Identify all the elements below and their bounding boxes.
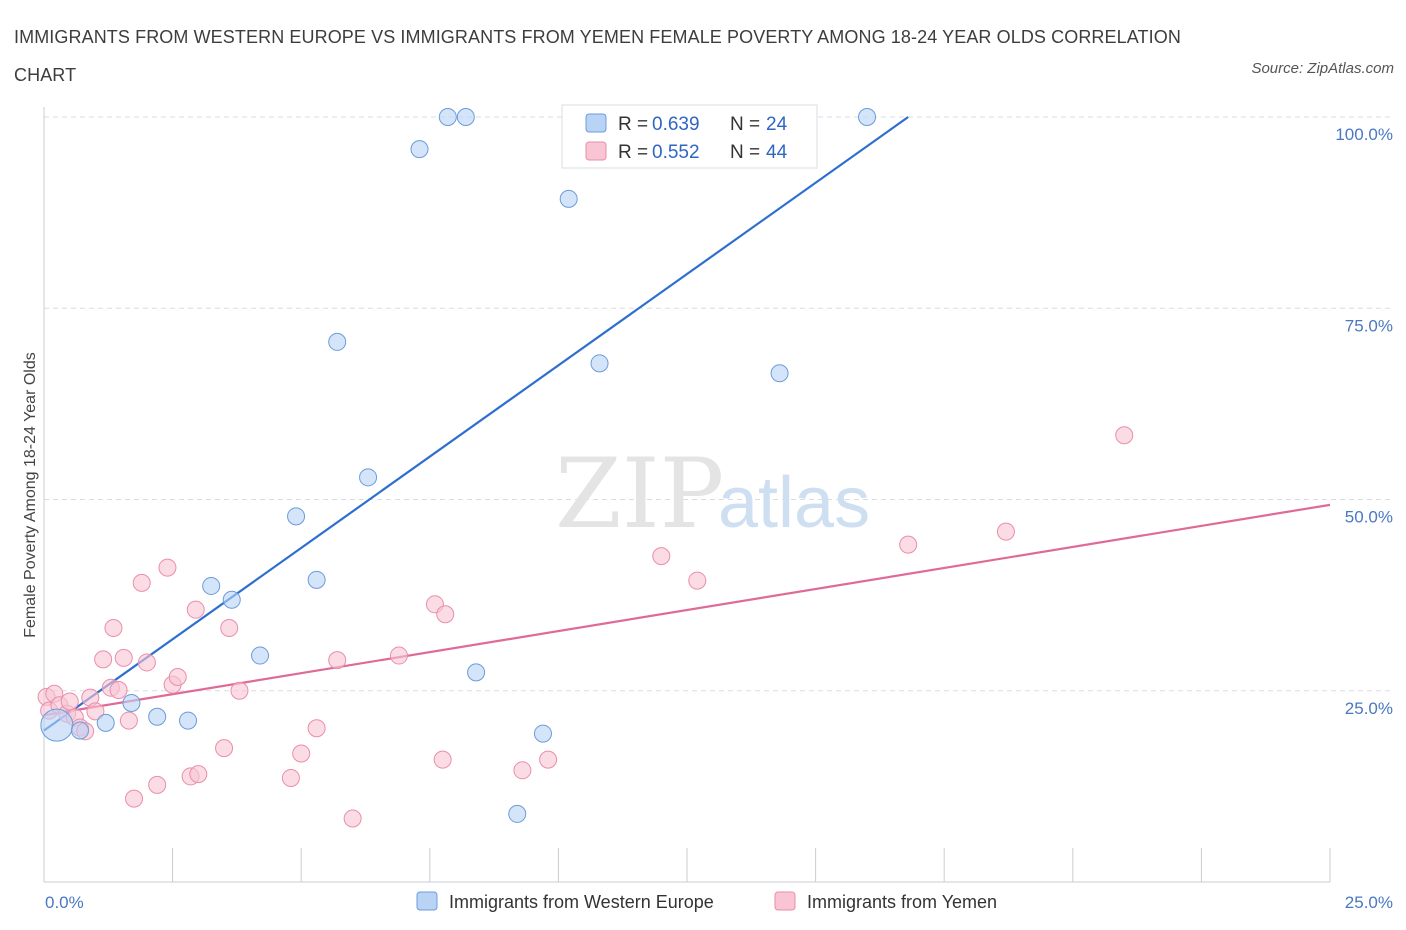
data-point-yemen[interactable] [168,667,187,686]
data-point-yemen[interactable] [343,809,362,828]
yemen-points [37,426,1134,828]
bottom-legend-label-pink: Immigrants from Yemen [807,892,997,912]
data-point-yemen[interactable] [148,775,167,794]
data-point-yemen[interactable] [132,573,151,592]
data-point-western-europe[interactable] [122,693,141,712]
bottom-legend: Immigrants from Western Europe Immigrant… [416,891,997,912]
data-point-yemen[interactable] [688,571,707,590]
y-tick-label: 75.0% [1345,316,1393,335]
y-tick-label: 25.0% [1345,699,1393,718]
watermark-atlas: atlas [718,463,870,543]
data-point-yemen[interactable] [104,619,123,638]
legend-r-label-blue: R = [618,114,648,135]
data-point-western-europe[interactable] [508,804,527,823]
legend-n-value-pink: 44 [766,142,788,163]
bottom-legend-swatch-blue [416,891,438,911]
data-point-yemen[interactable] [94,650,113,669]
data-point-yemen[interactable] [186,600,205,619]
data-point-yemen[interactable] [215,739,234,758]
watermark-zip: ZIP [555,438,724,550]
y-tick-label: 50.0% [1345,508,1393,527]
data-point-western-europe[interactable] [559,189,578,208]
trend-line-yemen [43,503,1331,717]
data-point-yemen[interactable] [119,711,138,730]
y-tick-label: 100.0% [1335,125,1393,144]
bottom-legend-swatch-pink [774,891,796,911]
data-point-yemen[interactable] [307,719,326,738]
trend-line-western-europe [43,116,909,732]
data-point-yemen[interactable] [899,535,918,554]
data-point-yemen[interactable] [220,619,239,638]
data-point-yemen[interactable] [389,646,408,665]
data-point-western-europe[interactable] [410,140,429,159]
data-point-western-europe[interactable] [359,468,378,487]
data-point-western-europe[interactable] [467,663,486,682]
data-point-western-europe[interactable] [71,721,90,740]
bottom-legend-label-blue: Immigrants from Western Europe [449,892,714,912]
watermark: ZIP atlas [555,438,870,550]
y-tick-labels: 25.0% 50.0% 75.0% 100.0% [1335,125,1393,718]
data-point-yemen[interactable] [125,789,144,808]
data-point-yemen[interactable] [996,522,1015,541]
data-point-yemen[interactable] [281,768,300,787]
data-point-yemen[interactable] [158,558,177,577]
legend-r-value-blue: 0.639 [652,114,700,135]
data-point-western-europe[interactable] [858,108,877,126]
data-point-yemen[interactable] [60,692,79,711]
data-point-yemen[interactable] [292,744,311,763]
data-point-yemen[interactable] [137,653,156,672]
data-point-yemen[interactable] [328,651,347,670]
data-point-yemen[interactable] [189,765,208,784]
x-tick-marks [172,848,1331,882]
data-point-yemen[interactable] [436,605,455,624]
data-point-western-europe[interactable] [251,646,270,665]
legend-box: R = 0.639 N = 24 R = 0.552 N = 44 [561,104,818,169]
data-point-western-europe[interactable] [179,711,198,730]
data-point-western-europe[interactable] [590,354,609,373]
data-point-yemen[interactable] [230,681,249,700]
data-point-yemen[interactable] [1115,426,1134,445]
data-point-western-europe[interactable] [148,707,167,726]
data-point-yemen[interactable] [652,547,671,566]
trend-lines [43,116,1331,732]
y-axis-label: Female Poverty Among 18-24 Year Olds [22,352,39,638]
x-tick-label-max: 25.0% [1345,893,1393,912]
data-point-western-europe[interactable] [40,708,74,742]
data-point-western-europe[interactable] [202,576,221,595]
data-point-western-europe[interactable] [533,724,552,743]
data-point-yemen[interactable] [114,648,133,667]
data-point-yemen[interactable] [109,680,128,699]
data-point-western-europe[interactable] [287,507,306,526]
legend-n-label-blue: N = [730,114,760,135]
data-point-western-europe[interactable] [770,364,789,383]
data-point-western-europe[interactable] [222,590,241,609]
legend-n-label-pink: N = [730,142,760,163]
data-point-western-europe[interactable] [328,332,347,351]
x-tick-label-min: 0.0% [45,893,84,912]
legend-swatch-pink [585,141,607,161]
chart-title: IMMIGRANTS FROM WESTERN EUROPE VS IMMIGR… [14,27,1181,85]
data-point-yemen[interactable] [513,761,532,780]
data-point-western-europe[interactable] [307,570,326,589]
legend-swatch-blue [585,113,607,133]
data-point-western-europe[interactable] [456,108,475,126]
data-point-western-europe[interactable] [96,713,115,732]
source-label: Source: ZipAtlas.com [1251,60,1394,77]
legend-r-label-pink: R = [618,142,648,163]
data-point-yemen[interactable] [539,750,558,769]
data-point-yemen[interactable] [433,750,452,769]
legend-r-value-pink: 0.552 [652,142,700,163]
data-point-yemen[interactable] [86,702,105,721]
data-point-western-europe[interactable] [438,108,457,126]
legend-n-value-blue: 24 [766,114,788,135]
